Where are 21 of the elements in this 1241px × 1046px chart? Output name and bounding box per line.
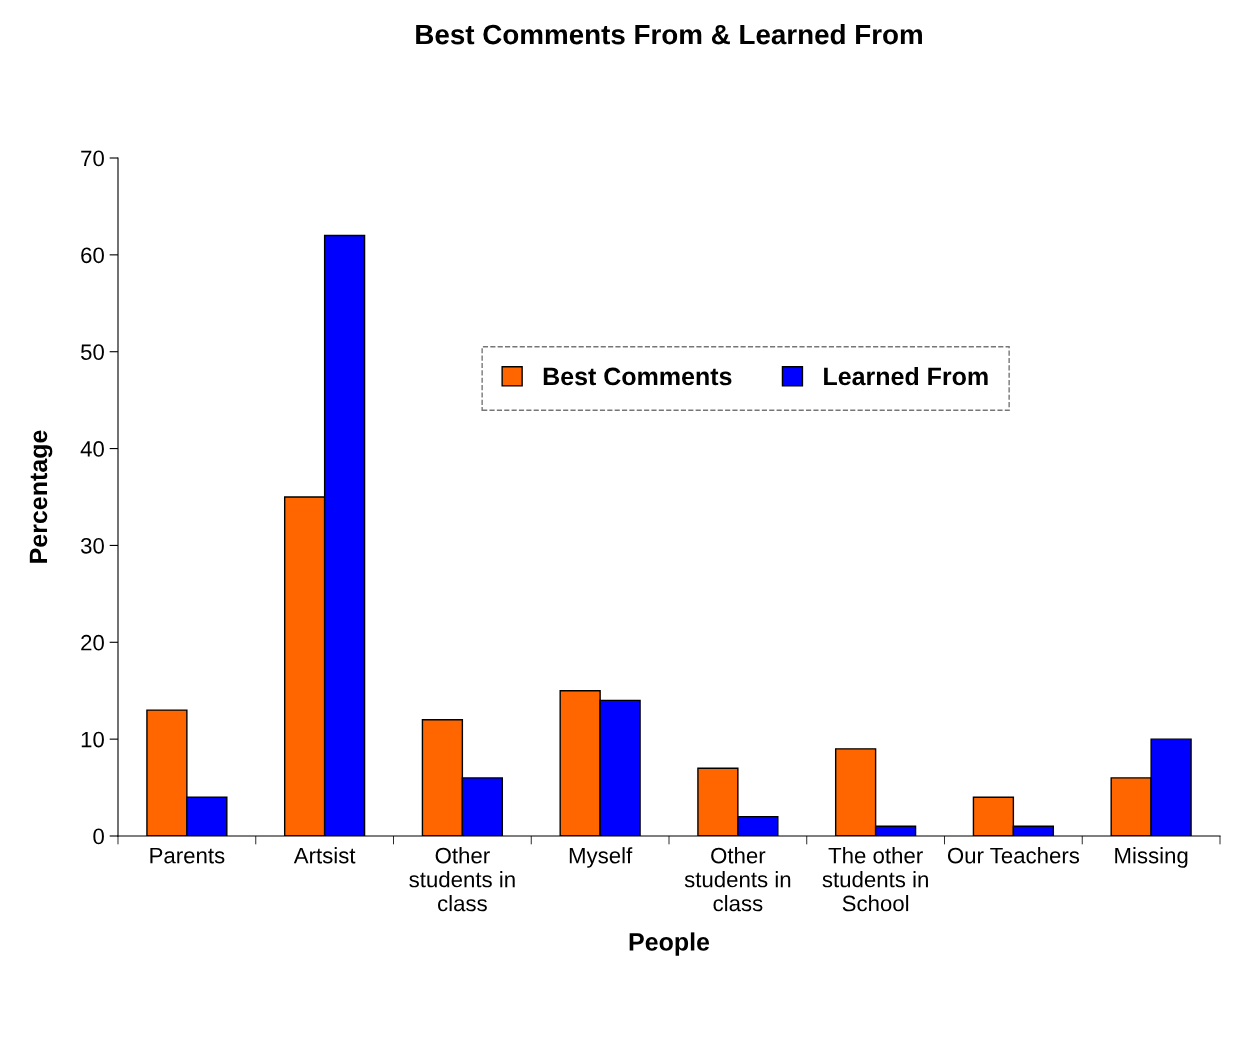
y-tick-label: 20 — [81, 634, 104, 651]
y-axis-title: Percentage — [29, 430, 53, 563]
chart-title: Best Comments From & Learned From — [416, 23, 922, 45]
legend-label: Learned From — [824, 366, 988, 386]
x-tick-label: Missing — [1115, 847, 1188, 868]
x-tick-label: Artsist — [293, 847, 356, 864]
x-tick-label: Other students in class — [409, 847, 515, 912]
x-tick-label: Parents — [150, 847, 225, 864]
x-axis-title: People — [629, 932, 710, 956]
y-tick-label: 60 — [81, 247, 104, 264]
y-tick-label: 10 — [81, 731, 104, 748]
y-tick-label: 0 — [93, 828, 104, 845]
x-tick-label: Myself — [569, 847, 633, 868]
y-tick-label: 30 — [80, 537, 104, 554]
x-tick-label: Other students in class — [684, 847, 791, 912]
y-tick-label: 70 — [81, 150, 104, 167]
x-tick-label: The other students in School — [822, 847, 928, 912]
y-tick-label: 40 — [80, 441, 104, 457]
x-tick-label: Our Teachers — [947, 847, 1080, 864]
y-tick-label: 50 — [80, 344, 104, 360]
legend-label: Best Comments — [543, 367, 732, 386]
